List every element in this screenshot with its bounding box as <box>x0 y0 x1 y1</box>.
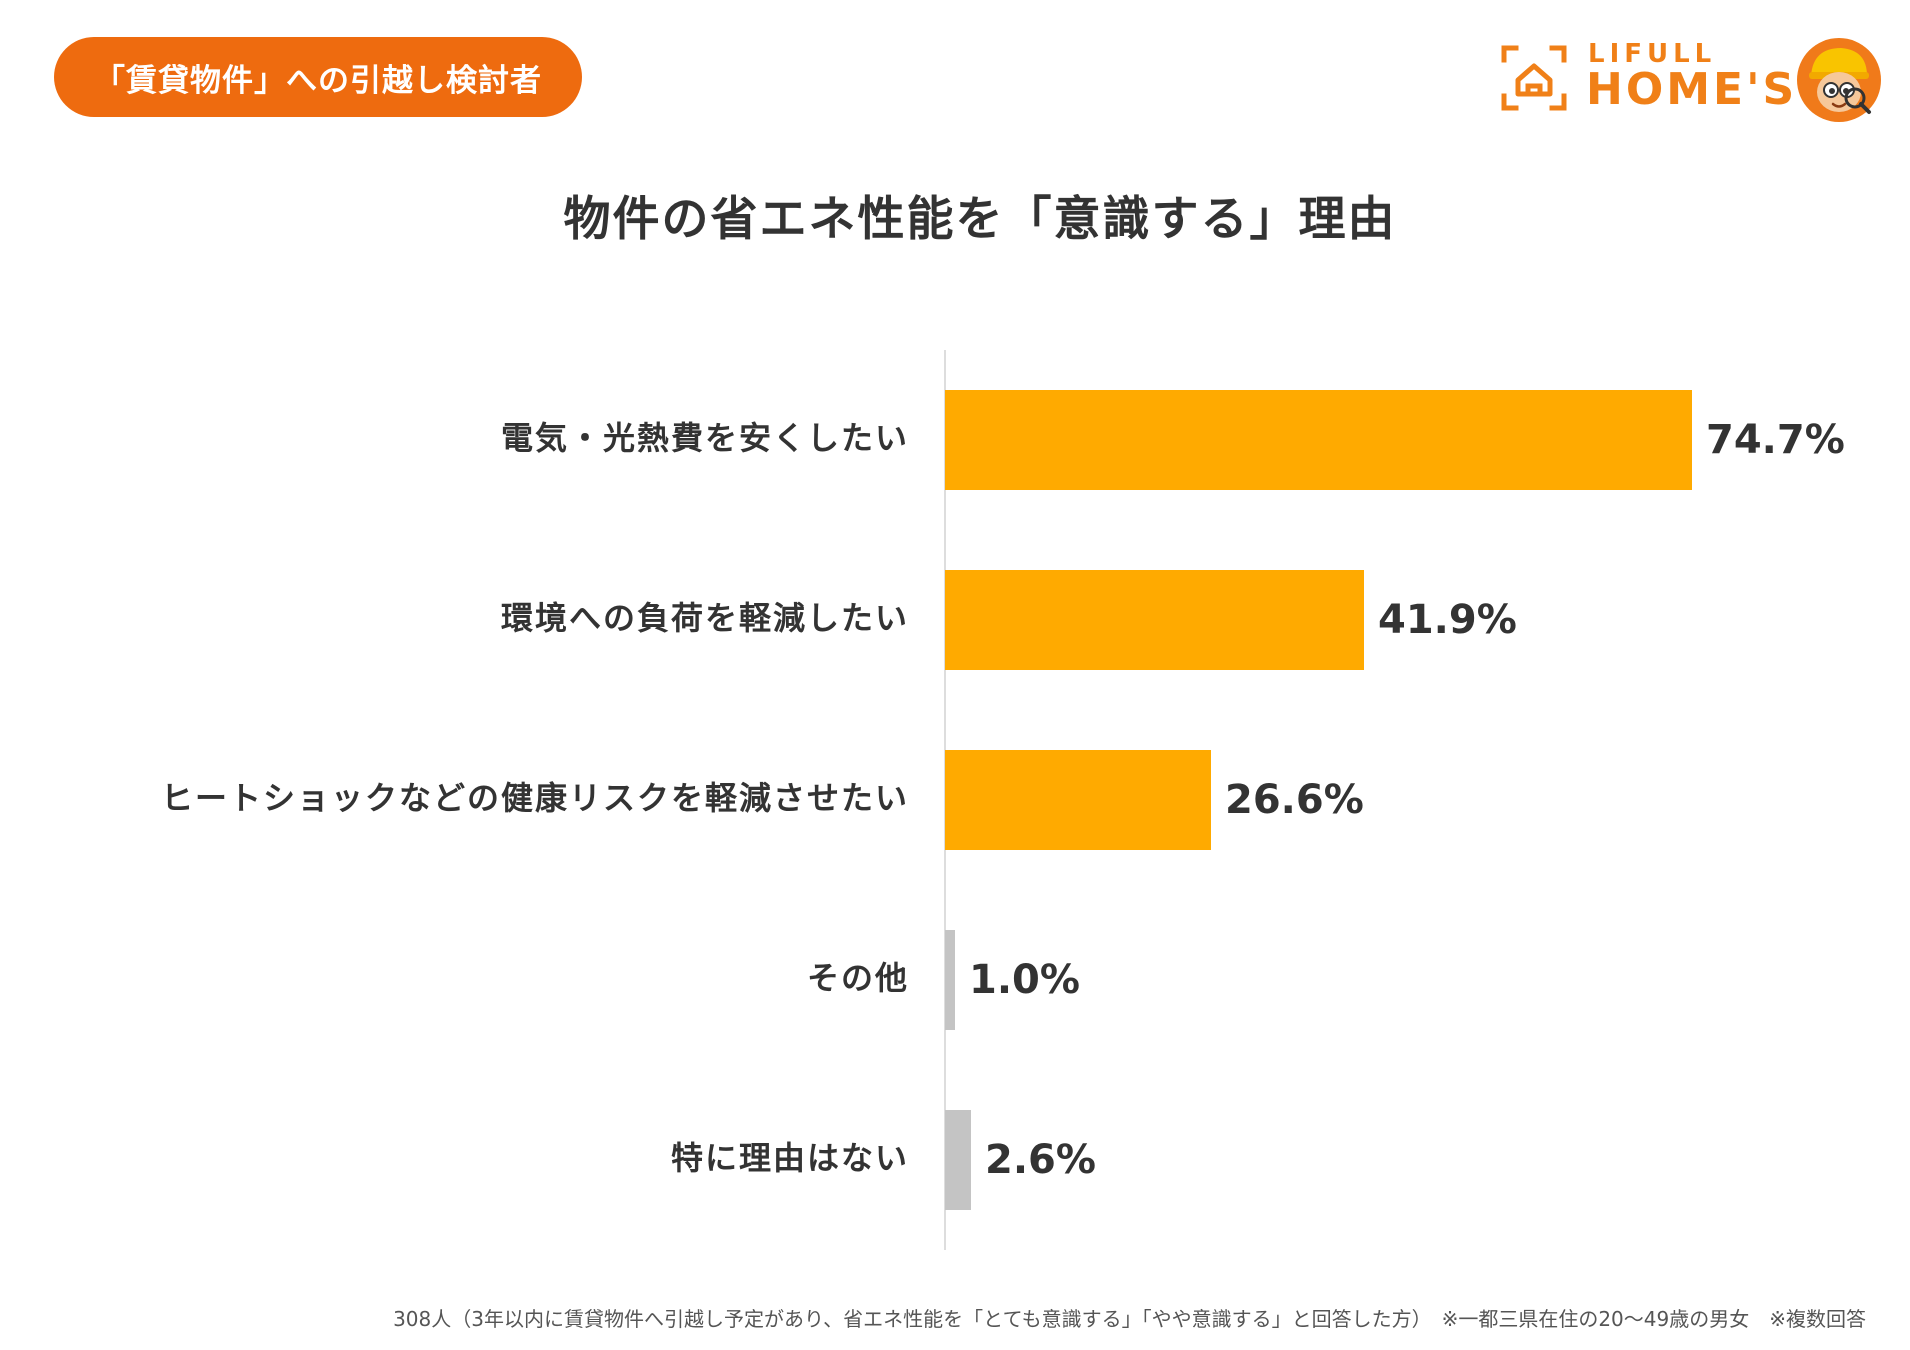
brand-logo: LIFULL HOME'S <box>1500 36 1890 126</box>
house-logo-icon <box>1501 45 1567 111</box>
brand-name-top: LIFULL <box>1588 39 1717 69</box>
category-label: ヒートショックなどの健康リスクを軽減させたい <box>161 779 909 817</box>
footnote: 308人（3年以内に賃貸物件へ引越し予定があり、省エネ性能を「とても意識する」「… <box>393 1307 1866 1331</box>
value-label: 41.9% <box>1378 597 1517 643</box>
value-label: 2.6% <box>985 1137 1096 1183</box>
mascot-icon <box>1797 38 1881 122</box>
bar <box>945 570 1364 670</box>
category-label: 電気・光熱費を安くしたい <box>501 419 909 457</box>
bar <box>945 930 955 1030</box>
bar <box>945 750 1211 850</box>
brand-name-main: HOME'S <box>1586 64 1798 115</box>
chart-title: 物件の省エネ性能を「意識する」理由 <box>563 192 1397 247</box>
value-label: 26.6% <box>1225 777 1364 823</box>
value-label: 74.7% <box>1706 417 1845 463</box>
bar <box>945 1110 971 1210</box>
category-label: その他 <box>807 959 909 997</box>
value-label: 1.0% <box>969 957 1080 1003</box>
bar <box>945 390 1692 490</box>
category-label: 環境への負荷を軽減したい <box>501 599 909 637</box>
survey-target-badge: 「賃貸物件」への引越し検討者 <box>54 37 582 117</box>
category-label: 特に理由はない <box>671 1139 909 1177</box>
